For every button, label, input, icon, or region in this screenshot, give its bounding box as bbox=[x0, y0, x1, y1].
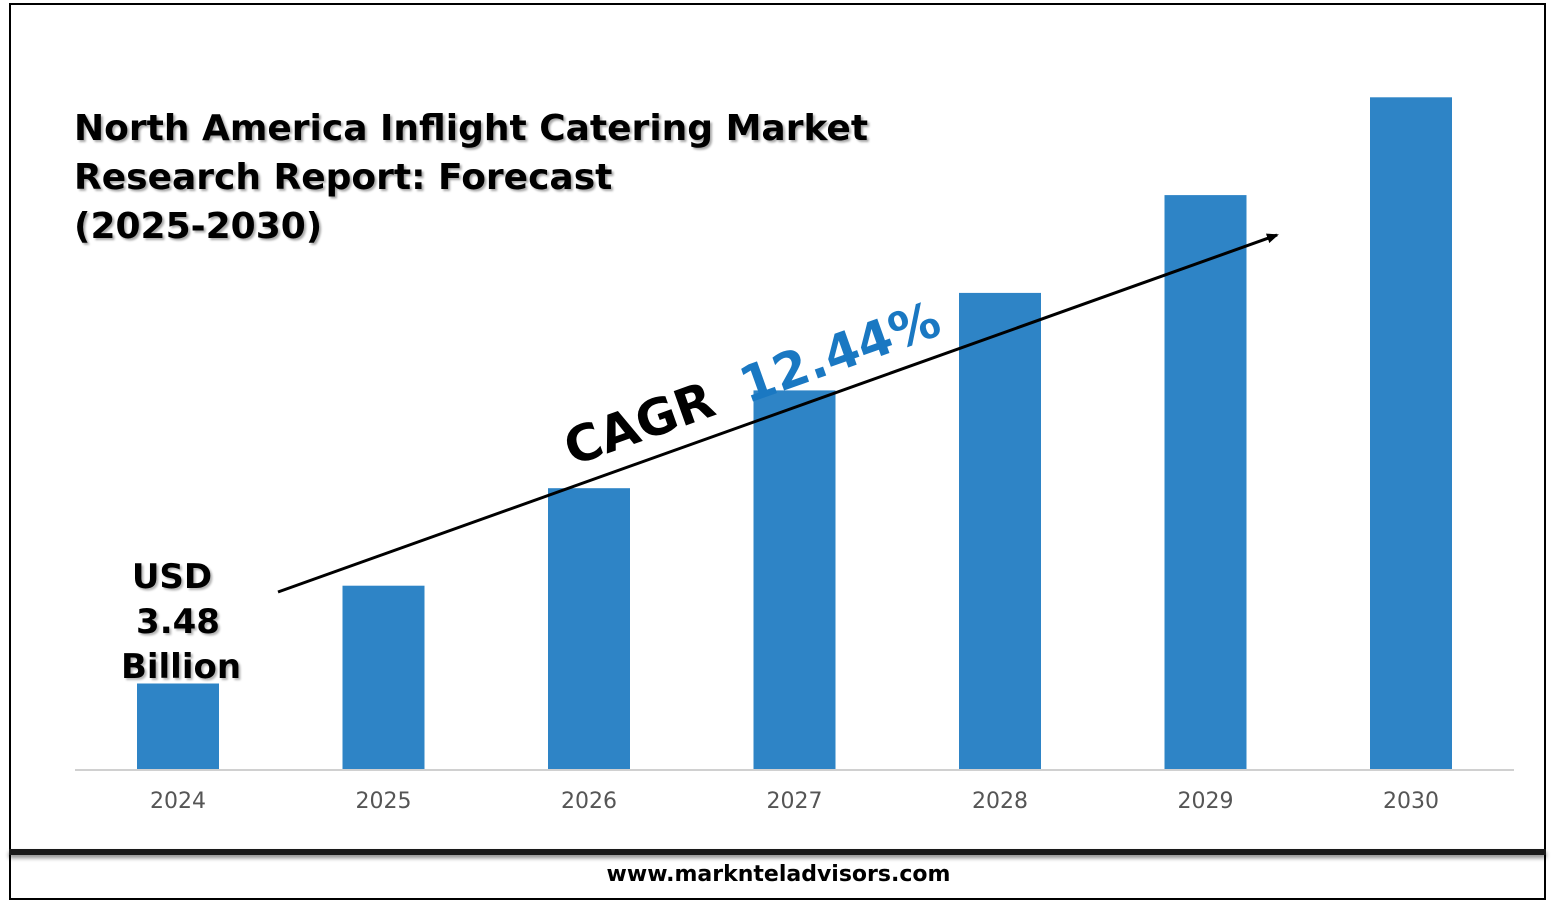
bar-2028 bbox=[959, 292, 1041, 769]
x-tick-label-2028: 2028 bbox=[972, 789, 1028, 814]
bar-2025 bbox=[342, 585, 425, 769]
x-tick-label-2024: 2024 bbox=[150, 789, 206, 814]
trend-arrow bbox=[277, 233, 1279, 594]
footer-divider bbox=[9, 849, 1546, 855]
bar-2024 bbox=[137, 683, 219, 769]
cagr-annotation: CAGR 12.44% bbox=[557, 290, 948, 477]
x-tick-label-2027: 2027 bbox=[767, 789, 823, 814]
first-bar-annotation: USD 3.48 Billion bbox=[121, 557, 241, 687]
annotation-line-2: Billion bbox=[121, 647, 241, 687]
cagr-value: 12.44% bbox=[732, 290, 948, 415]
bar-2029 bbox=[1164, 195, 1247, 770]
chart-title: North America Inflight Catering Market R… bbox=[74, 108, 869, 247]
bar-2027 bbox=[753, 390, 836, 769]
bar-2026 bbox=[548, 488, 630, 769]
x-tick-label-2026: 2026 bbox=[561, 789, 617, 814]
x-tick-labels: 2024 2025 2026 2027 2028 2029 2030 bbox=[150, 789, 1439, 814]
annotation-line-1: 3.48 bbox=[136, 602, 220, 642]
annotation-line-0: USD bbox=[132, 557, 212, 597]
x-tick-label-2029: 2029 bbox=[1178, 789, 1234, 814]
x-tick-label-2030: 2030 bbox=[1383, 789, 1439, 814]
x-tick-label-2025: 2025 bbox=[356, 789, 412, 814]
bars-layer bbox=[137, 97, 1452, 770]
footer-url: www.marknteladvisors.com bbox=[606, 862, 951, 887]
bar-2030 bbox=[1370, 97, 1452, 770]
